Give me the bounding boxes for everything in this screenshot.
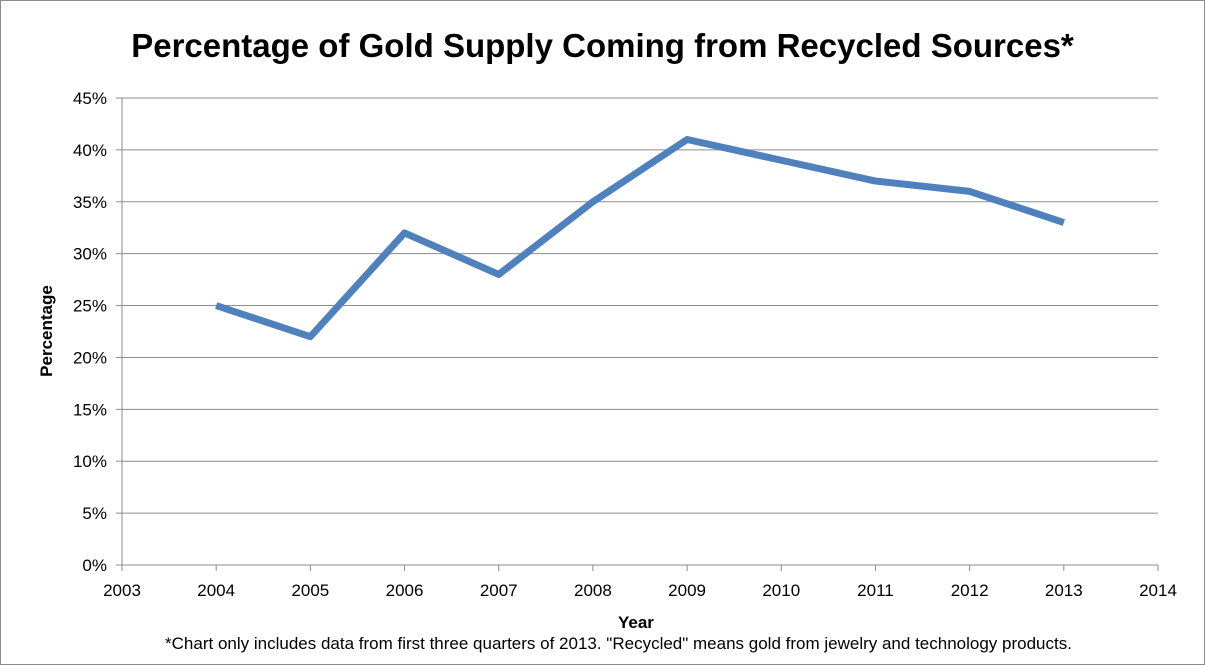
data-point — [404, 232, 406, 234]
y-tick-label: 30% — [73, 245, 107, 264]
chart-title: Percentage of Gold Supply Coming from Re… — [131, 27, 1074, 64]
data-point — [498, 273, 500, 275]
x-tick-label: 2005 — [291, 581, 329, 600]
data-point — [309, 336, 311, 338]
x-tick-label: 2009 — [668, 581, 706, 600]
chart-footnote: *Chart only includes data from first thr… — [165, 634, 1072, 653]
x-tick-label: 2004 — [197, 581, 235, 600]
x-tick-label: 2013 — [1045, 581, 1083, 600]
data-point — [686, 139, 688, 141]
data-point — [780, 159, 782, 161]
data-point — [874, 180, 876, 182]
y-tick-label: 15% — [73, 400, 107, 419]
x-tick-label: 2012 — [951, 581, 989, 600]
y-tick-label: 5% — [82, 504, 107, 523]
x-tick-label: 2007 — [480, 581, 518, 600]
x-tick-label: 2010 — [762, 581, 800, 600]
y-tick-label: 25% — [73, 297, 107, 316]
data-point — [1063, 222, 1065, 224]
data-point — [592, 201, 594, 203]
y-tick-label: 10% — [73, 452, 107, 471]
x-tick-label: 2011 — [857, 581, 894, 600]
x-tick-label: 2008 — [574, 581, 612, 600]
y-tick-label: 35% — [73, 193, 107, 212]
data-point — [215, 305, 217, 307]
series-line — [215, 136, 1065, 341]
x-tick-label: 2014 — [1139, 581, 1177, 600]
x-tick-label: 2003 — [103, 581, 141, 600]
x-tick-label: 2006 — [386, 581, 424, 600]
data-point — [969, 190, 971, 192]
y-tick-label: 45% — [73, 89, 107, 108]
y-tick-label: 0% — [82, 556, 107, 575]
y-tick-label: 40% — [73, 141, 107, 160]
y-tick-label: 20% — [73, 348, 107, 367]
x-axis-label: Year — [618, 613, 654, 632]
y-axis-label: Percentage — [37, 285, 56, 377]
